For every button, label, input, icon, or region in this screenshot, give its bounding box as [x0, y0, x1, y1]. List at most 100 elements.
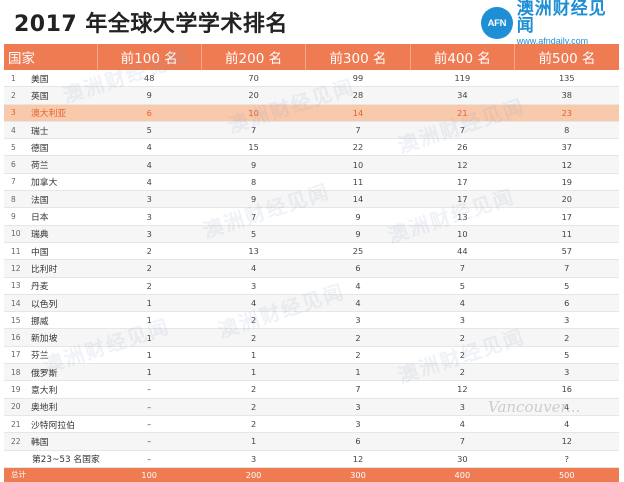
cell-top300: 25 [305, 242, 411, 261]
cell-country: 法国 [29, 190, 97, 209]
cell-top100: 48 [97, 70, 202, 88]
cell-top400: 12 [410, 155, 515, 174]
cell-top300: 14 [305, 190, 411, 209]
cell-top200: 2 [201, 415, 306, 434]
cell-rank: 1 [4, 70, 29, 88]
cell-top500: ? [514, 450, 619, 468]
cell-top400: 34 [410, 86, 515, 105]
total-row: 总计 100 200 300 400 500 [4, 467, 619, 482]
cell-top200: 2 [201, 398, 306, 416]
cell-top200: 13 [201, 242, 306, 261]
cell-top400: 10 [410, 225, 515, 243]
page-title: 2017 年全球大学学术排名 [14, 12, 288, 37]
photo-credit-signature: Vancouver... [488, 398, 581, 416]
cell-top300: 12 [305, 450, 411, 468]
cell-rank: 6 [4, 155, 29, 174]
column-header-top100: 前100 名 [97, 44, 202, 70]
cell-top100: 4 [97, 138, 202, 157]
cell-top200: 2 [201, 380, 306, 399]
cell-top500: 19 [514, 173, 619, 192]
table-row: 16 新加坡 1 2 2 2 2 [4, 328, 619, 347]
cell-top400: 26 [410, 138, 515, 157]
cell-top500: 6 [514, 294, 619, 313]
cell-top500: 4 [514, 415, 619, 434]
cell-top100: 3 [97, 190, 202, 209]
cell-top400: 7 [410, 259, 515, 278]
cell-top300: 10 [305, 155, 411, 174]
total-top200: 200 [201, 467, 306, 482]
cell-country: 丹麦 [29, 277, 97, 295]
cell-top500: 12 [514, 155, 619, 174]
cell-country: 新加坡 [29, 328, 97, 347]
total-label: 总计 [4, 467, 97, 482]
cell-top200: 5 [201, 225, 306, 243]
cell-rank: 21 [4, 415, 29, 434]
table-row: 20 奥地利 –2 3 3 4 [4, 398, 619, 416]
cell-top400: 4 [410, 415, 515, 434]
cell-country: 加拿大 [29, 173, 97, 192]
cell-rank: 18 [4, 363, 29, 382]
table-row: 10 瑞典 3 5 9 10 11 [4, 225, 619, 243]
cell-country: 中国 [29, 242, 97, 261]
cell-top200: 7 [201, 207, 306, 226]
cell-top300: 3 [305, 415, 411, 434]
cell-top100: 2 [97, 242, 202, 261]
column-header-top300: 前300 名 [305, 44, 411, 70]
table-row: 17 芬兰 1 1 2 2 5 [4, 346, 619, 365]
cell-country: 瑞士 [29, 121, 97, 140]
cell-top400: 12 [410, 380, 515, 399]
column-header-top500: 前500 名 [514, 44, 619, 70]
cell-top200: 10 [201, 104, 306, 122]
cell-rank: 20 [4, 398, 29, 416]
brand-url: www.afndaily.com [516, 35, 589, 46]
table-row: 14 以色列 1 4 4 4 6 [4, 294, 619, 313]
cell-top300: 6 [305, 432, 411, 451]
cell-top100: 4 [97, 173, 202, 192]
cell-top300: 9 [305, 225, 411, 243]
cell-top100: 1 [97, 363, 202, 382]
cell-top100: 1 [97, 328, 202, 347]
cell-country: 以色列 [29, 294, 97, 313]
cell-top200: 15 [201, 138, 306, 157]
cell-top500: 3 [514, 363, 619, 382]
cell-country: 奥地利 [29, 398, 97, 416]
cell-top500: 5 [514, 346, 619, 365]
cell-top100: 1 [97, 294, 202, 313]
cell-top200: 3 [201, 450, 306, 468]
cell-country: 韩国 [29, 432, 97, 451]
cell-top400: 2 [410, 363, 515, 382]
cell-top100: 6 [97, 104, 202, 122]
cell-country: 意大利 [29, 380, 97, 399]
cell-top400: 17 [410, 173, 515, 192]
cell-top400: 7 [410, 121, 515, 140]
cell-rank: 9 [4, 207, 29, 226]
table-row: 第23~53 名国家 –3 12 30? [4, 450, 619, 468]
cell-rank: 4 [4, 121, 29, 140]
cell-top500: 11 [514, 225, 619, 243]
cell-top500: 2 [514, 328, 619, 347]
cell-top300: 6 [305, 259, 411, 278]
total-top500: 500 [514, 467, 619, 482]
brand-name: 澳洲财经见闻 [516, 0, 607, 36]
cell-top200: 9 [201, 190, 306, 209]
cell-rank: 5 [4, 138, 29, 157]
total-top400: 400 [410, 467, 515, 482]
cell-top200: 1 [201, 432, 306, 451]
table-row: 4 瑞士 5 7 7 7 8 [4, 121, 619, 140]
cell-top400: 7 [410, 432, 515, 451]
cell-top100: 3 [97, 225, 202, 243]
cell-top100: 5 [97, 121, 202, 140]
cell-top500: 38 [514, 86, 619, 105]
table-row: 22 韩国 –1 6 7 12 [4, 432, 619, 451]
cell-top500: 17 [514, 207, 619, 226]
cell-country: 美国 [29, 70, 97, 88]
cell-top300: 4 [305, 294, 411, 313]
cell-country: 荷兰 [29, 155, 97, 174]
cell-top100: 2 [97, 259, 202, 278]
table-row: 3 澳大利亚 6 10 14 21 23 [4, 104, 619, 122]
cell-rank: 19 [4, 380, 29, 399]
cell-country: 澳大利亚 [29, 104, 97, 122]
cell-top400: 3 [410, 398, 515, 416]
